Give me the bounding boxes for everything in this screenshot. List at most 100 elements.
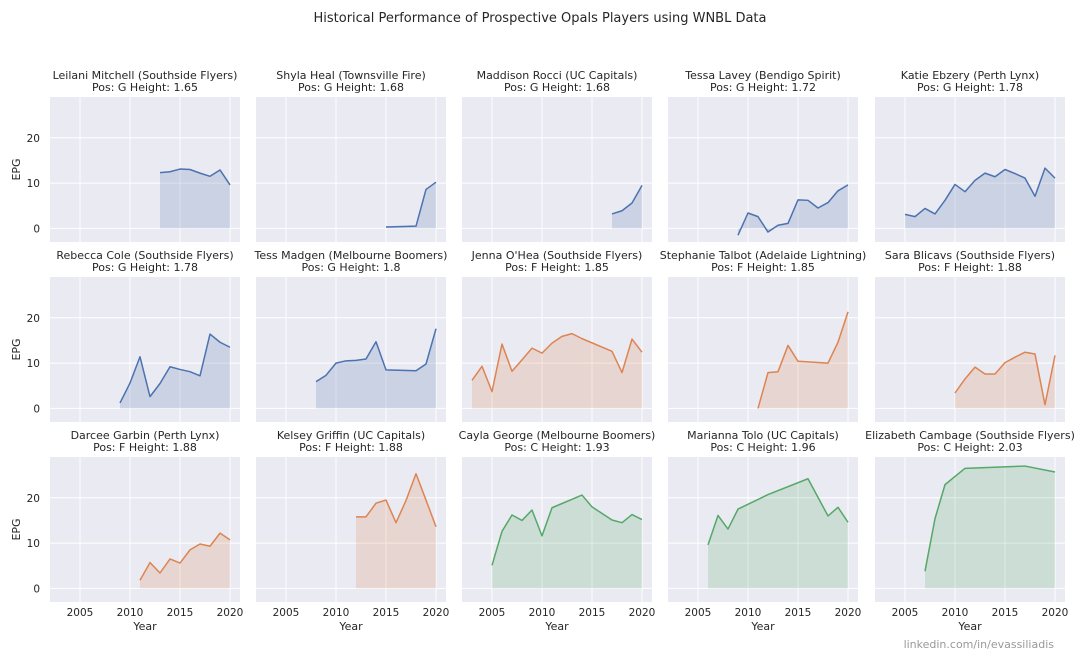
panel-background [668,457,858,602]
x-tick-label: 2015 [373,607,400,619]
series-area [708,478,848,589]
panel-subtitle: Pos: G Height: 1.65 [92,81,198,94]
panel-title: Tessa Lavey (Bendigo Spirit) [684,69,841,82]
series-area [738,184,848,236]
x-tick-label: 2010 [735,607,762,619]
panel-8: Jenna O'Hea (Southside Flyers)Pos: F Hei… [462,249,652,422]
x-tick-label: 2005 [685,607,712,619]
panel-title: Rebecca Cole (Southside Flyers) [56,249,233,262]
x-axis-label: Year [750,620,775,633]
series-line [159,168,231,186]
y-tick-label: 0 [33,223,40,235]
panel-title: Darcee Garbin (Perth Lynx) [71,429,220,442]
x-tick-label: 2010 [942,607,969,619]
panel-9: Stephanie Talbot (Adelaide Lightning)Pos… [660,249,866,422]
series-line [471,332,643,393]
panel-background [462,457,652,602]
series-area [386,182,436,229]
panel-1: Leilani Mitchell (Southside Flyers)Pos: … [10,69,240,242]
series-line [356,473,437,528]
panel-background [50,277,240,422]
y-axis-label: EPG [10,158,23,180]
x-tick-label: 2005 [273,607,300,619]
panel-title: Kelsey Griffin (UC Capitals) [277,429,425,442]
y-tick-label: 10 [27,358,40,370]
credit-text: linkedin.com/in/evassiliadis [903,638,1054,651]
panel-6: Rebecca Cole (Southside Flyers)Pos: G He… [10,249,240,422]
y-tick-label: 20 [27,133,40,145]
series-area [356,473,436,589]
x-axis-label: Year [338,620,363,633]
panel-subtitle: Pos: G Height: 1.78 [92,261,198,274]
series-area [955,352,1055,409]
panel-background [875,457,1065,602]
series-line [491,494,643,566]
y-tick-label: 20 [27,313,40,325]
panel-subtitle: Pos: C Height: 1.96 [710,441,815,454]
series-line [757,311,849,409]
panel-title: Jenna O'Hea (Southside Flyers) [471,249,643,262]
figure-title: Historical Performance of Prospective Op… [313,11,767,26]
series-area [758,311,848,409]
panel-title: Marianna Tolo (UC Capitals) [687,429,839,442]
panel-background [668,277,858,422]
panel-background [256,277,446,422]
x-tick-label: 2010 [323,607,350,619]
panel-subtitle: Pos: G Height: 1.68 [504,81,610,94]
x-tick-label: 2015 [167,607,194,619]
panel-subtitle: Pos: G Height: 1.78 [917,81,1023,94]
x-tick-label: 2015 [992,607,1019,619]
x-tick-label: 2020 [1042,607,1069,619]
panel-background [668,97,858,242]
panel-background [462,277,652,422]
panel-background [50,97,240,242]
series-line [315,328,437,383]
x-axis-label: Year [544,620,569,633]
panel-title: Elizabeth Cambage (Southside Flyers) [865,429,1075,442]
x-tick-label: 2015 [579,607,606,619]
panel-title: Cayla George (Melbourne Boomers) [459,429,656,442]
series-line [737,184,849,236]
panel-background [875,97,1065,242]
panel-subtitle: Pos: G Height: 1.72 [710,81,816,94]
panel-title: Leilani Mitchell (Southside Flyers) [53,69,238,82]
panel-background [875,277,1065,422]
x-tick-label: 2005 [67,607,94,619]
series-area [316,328,436,409]
panel-title: Maddison Rocci (UC Capitals) [477,69,638,82]
x-axis-label: Year [132,620,157,633]
x-tick-label: 2005 [479,607,506,619]
panel-subtitle: Pos: G Height: 1.8 [302,261,401,274]
x-axis-label: Year [957,620,982,633]
panel-12: Kelsey Griffin (UC Capitals)Pos: F Heigh… [256,429,449,633]
y-tick-label: 0 [33,583,40,595]
panel-subtitle: Pos: G Height: 1.68 [298,81,404,94]
y-axis-label: EPG [10,518,23,540]
panel-11: Darcee Garbin (Perth Lynx)Pos: F Height:… [10,429,243,633]
x-tick-label: 2010 [117,607,144,619]
y-tick-label: 10 [27,538,40,550]
series-line [119,333,231,404]
panel-subtitle: Pos: F Height: 1.85 [505,261,609,274]
series-line [707,478,849,546]
panel-subtitle: Pos: F Height: 1.88 [93,441,197,454]
series-line [924,465,1056,572]
series-area [925,466,1055,589]
panel-5: Katie Ebzery (Perth Lynx)Pos: G Height: … [875,69,1065,242]
panel-title: Sara Blicavs (Southside Flyers) [885,249,1055,262]
panel-subtitle: Pos: F Height: 1.88 [299,441,403,454]
y-tick-label: 0 [33,403,40,415]
y-axis-label: EPG [10,338,23,360]
panel-4: Tessa Lavey (Bendigo Spirit)Pos: G Heigh… [668,69,858,242]
x-tick-label: 2010 [529,607,556,619]
panel-background [462,97,652,242]
series-line [954,351,1056,406]
series-area [160,169,230,229]
series-area [120,334,230,409]
panel-title: Shyla Heal (Townsville Fire) [276,69,426,82]
series-line [385,181,437,228]
y-tick-label: 20 [27,493,40,505]
panel-7: Tess Madgen (Melbourne Boomers)Pos: G He… [254,249,447,422]
panel-background [50,457,240,602]
